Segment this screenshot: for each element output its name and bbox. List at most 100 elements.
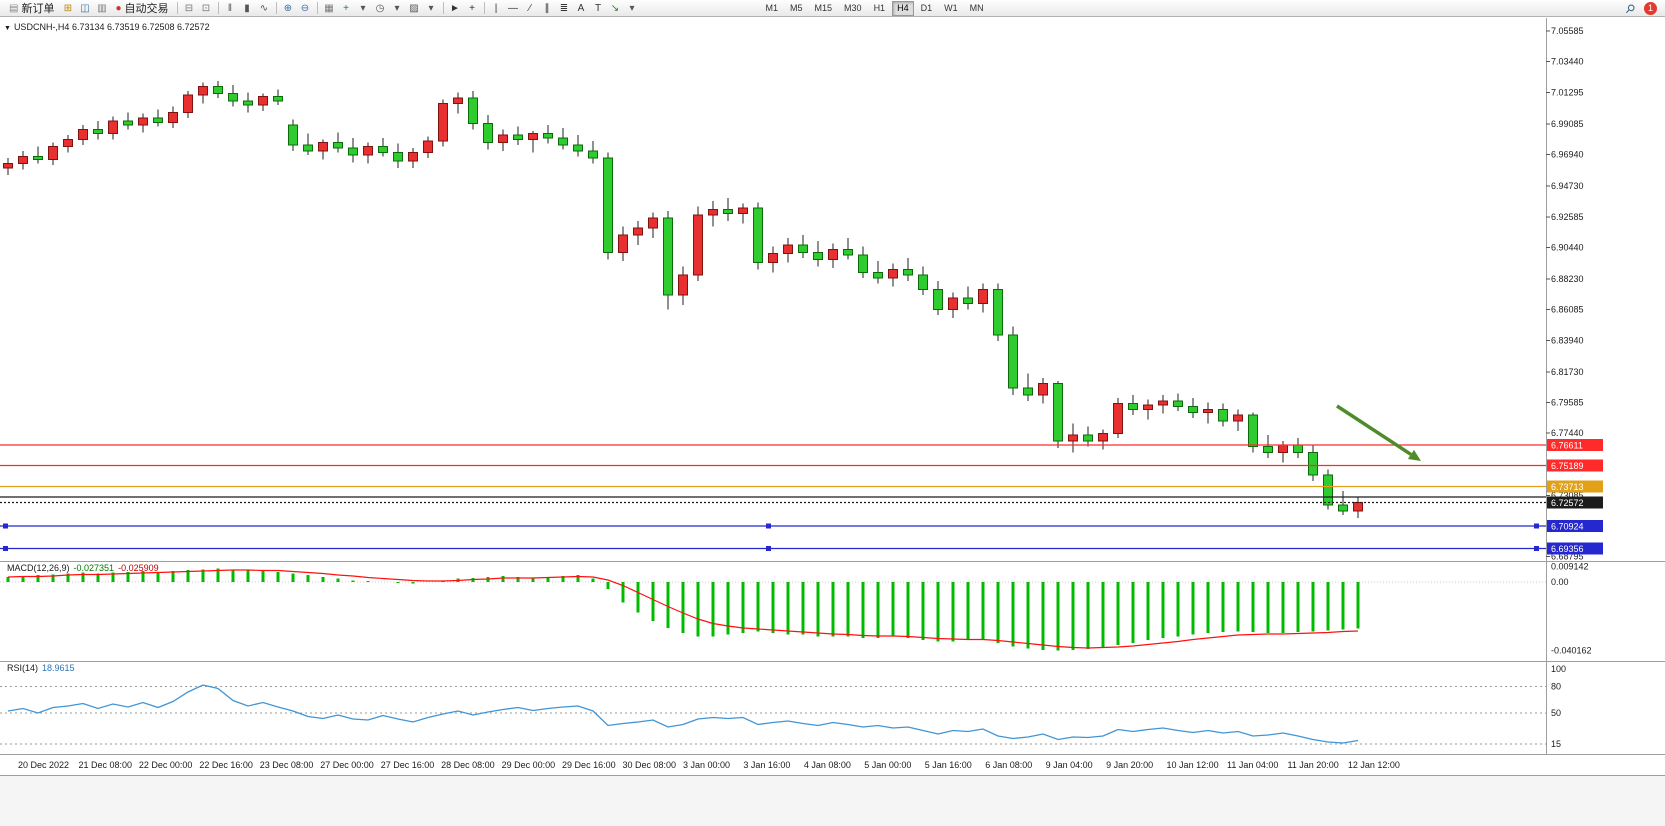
time-tick-label: 30 Dec 08:00 [623, 760, 677, 770]
indicators-icon[interactable]: + [343, 2, 349, 14]
text-label-icon[interactable]: T [594, 2, 602, 14]
time-tick-label: 12 Jan 12:00 [1348, 760, 1400, 770]
timeframe-m1[interactable]: M1 [765, 2, 779, 13]
timeframe-m15[interactable]: M15 [814, 2, 833, 13]
price-tick-label: 6.77440 [1551, 428, 1584, 438]
candle-up [138, 117, 148, 126]
new-chart-icon[interactable]: ⊞ [63, 2, 73, 14]
timeframe-m5[interactable]: M5 [790, 2, 803, 13]
line-handle[interactable] [766, 546, 771, 551]
auto-trading-button[interactable]: ● 自动交易 [110, 1, 173, 16]
candle-down [663, 217, 673, 296]
periods-icon[interactable]: ◷ [375, 2, 385, 14]
bottom-empty-strip [0, 776, 1665, 826]
new-order-button[interactable]: ▤ 新订单 [4, 1, 59, 16]
candle-down [993, 289, 1003, 336]
cursor-icon[interactable]: ► [450, 2, 460, 14]
price-tag-label: 6.73713 [1551, 482, 1584, 492]
line-handle[interactable] [1534, 546, 1539, 551]
resistance-line-1[interactable]: 6.76611 [0, 439, 1603, 451]
candlestick-chart-type-icon[interactable]: ▮ [244, 2, 250, 14]
cascade-windows-icon[interactable]: ⊡ [201, 2, 211, 14]
toolbar-separator [442, 2, 444, 14]
timeframe-h1[interactable]: H1 [873, 2, 886, 13]
price-tick-label: 6.94730 [1551, 181, 1584, 191]
time-tick-label: 27 Dec 16:00 [381, 760, 435, 770]
zoom-in-icon[interactable]: ⊕ [283, 2, 293, 14]
rsi-axis-label: 50 [1551, 708, 1561, 718]
trendline-icon[interactable]: ∕ [529, 2, 531, 14]
notification-badge[interactable]: 1 [1644, 1, 1657, 15]
price-axis: 7.05585 7.03440 7.01295 6.99085 6.96940 6.947… [1546, 26, 1584, 562]
candle-down [753, 207, 763, 263]
zoom-out-icon[interactable]: ⊖ [300, 2, 310, 14]
fibonacci-icon[interactable]: ≣ [559, 2, 569, 14]
rsi-line [7, 684, 1359, 744]
time-tick-label: 9 Jan 04:00 [1046, 760, 1093, 770]
candle-up [888, 269, 898, 279]
candle-down [918, 274, 928, 290]
price-tick-label: 6.99085 [1551, 119, 1584, 129]
candle-down [1053, 383, 1063, 442]
objects-dropdown-icon[interactable]: ▾ [629, 2, 635, 14]
line-handle[interactable] [3, 523, 8, 529]
candle-up [183, 94, 193, 113]
vertical-line-icon[interactable]: | [494, 2, 498, 14]
search-icon[interactable]: ⚲ [1622, 0, 1639, 17]
candle-down [213, 86, 223, 94]
equidistant-channel-icon[interactable]: ∥ [544, 2, 550, 14]
periods-dropdown-icon[interactable]: ▾ [394, 2, 400, 14]
grid-icon[interactable]: ▦ [324, 2, 334, 14]
templates-icon[interactable]: ▨ [409, 2, 419, 14]
line-chart-type-icon[interactable]: ∿ [259, 2, 269, 14]
candle-down [798, 244, 808, 253]
candle-up [18, 156, 28, 164]
candle-up [438, 103, 448, 142]
timeframe-mn[interactable]: MN [969, 2, 984, 13]
candle-down [348, 147, 358, 156]
chart-dropdown-icon[interactable]: ▼ [4, 25, 11, 32]
timeframe-w1[interactable]: W1 [944, 2, 958, 13]
rsi-panel: 100 80 50 15 [0, 664, 1566, 749]
trend-arrow[interactable] [1336, 404, 1421, 461]
rsi-axis-label: 80 [1551, 682, 1561, 692]
price-tag-label: 6.76611 [1551, 441, 1583, 451]
pivot-line-orange[interactable]: 6.73713 [0, 480, 1603, 493]
price-tag-label: 6.69356 [1551, 544, 1584, 554]
time-tick-label: 28 Dec 08:00 [441, 760, 495, 770]
candle-down [1293, 444, 1303, 453]
toolbar-separator [176, 2, 178, 14]
crosshair-icon[interactable]: + [469, 2, 475, 14]
candle-down [1128, 403, 1138, 410]
candle-up [63, 139, 73, 147]
timeframe-d1[interactable]: D1 [920, 2, 933, 13]
line-handle[interactable] [1534, 523, 1539, 529]
line-handle[interactable] [3, 546, 8, 551]
support-line-blue-1[interactable]: 6.70924 [0, 520, 1603, 532]
templates-dropdown-icon[interactable]: ▾ [428, 2, 434, 14]
horizontal-line-icon[interactable]: ― [508, 2, 518, 14]
tile-windows-icon[interactable]: ⊟ [184, 2, 194, 14]
auto-trading-icon: ● [115, 2, 122, 14]
bid-price-line[interactable]: 6.72572 [0, 496, 1603, 509]
support-line-blue-2[interactable]: 6.69356 [0, 542, 1603, 555]
bar-chart-type-icon[interactable]: ‖ [227, 2, 233, 14]
candle-up [1203, 409, 1213, 413]
candle-up [528, 133, 538, 140]
text-icon[interactable]: A [577, 2, 585, 14]
market-watch-icon[interactable]: ▥ [97, 2, 107, 14]
indicators-dropdown-icon[interactable]: ▾ [360, 2, 366, 14]
time-tick-label: 22 Dec 16:00 [199, 760, 253, 770]
resistance-line-2[interactable]: 6.75189 [0, 459, 1603, 472]
toolbar-separator [316, 2, 318, 14]
arrows-tool-icon[interactable]: ↘ [610, 2, 620, 14]
profiles-icon[interactable]: ◫ [80, 2, 90, 14]
timeframe-h4[interactable]: H4 [892, 0, 914, 16]
line-handle[interactable] [766, 523, 771, 529]
timeframe-m30[interactable]: M30 [844, 2, 862, 13]
time-tick-label: 10 Jan 12:00 [1167, 760, 1219, 770]
candle-down [333, 142, 343, 149]
candle-up [708, 209, 718, 216]
candle-down [933, 289, 943, 310]
candle-down [1338, 504, 1348, 512]
